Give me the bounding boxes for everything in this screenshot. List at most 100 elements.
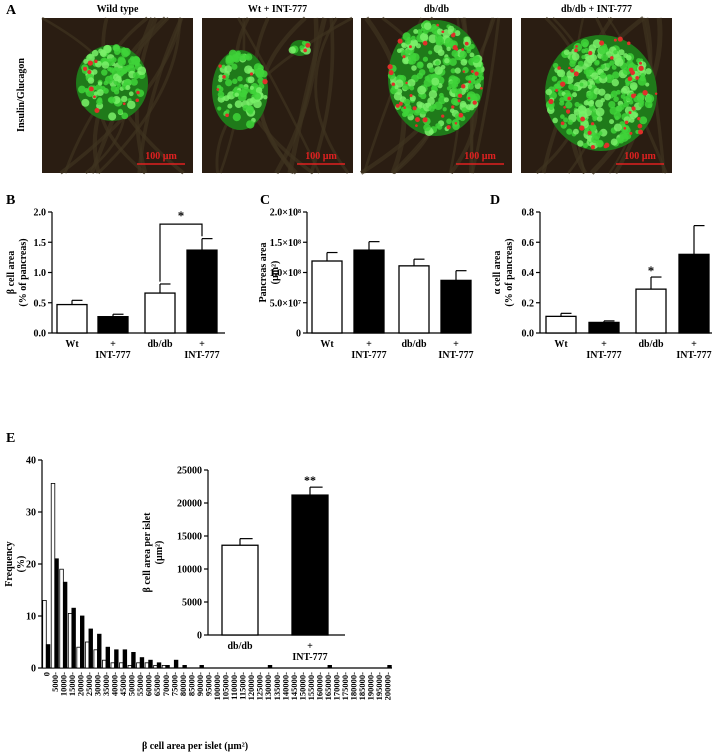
insulin-cell [434, 66, 443, 75]
insulin-cell [599, 72, 607, 79]
y-tick-label: 15000 [177, 532, 202, 543]
insulin-cell [626, 60, 634, 68]
y-tick-label: 5.0×10⁷ [270, 298, 301, 309]
glucagon-cell [415, 124, 418, 127]
histogram-bar [97, 633, 102, 669]
insulin-cell [108, 112, 117, 121]
histogram-bar [136, 662, 141, 669]
insulin-cell [87, 77, 95, 84]
x-axis-title: β cell area per islet (µm²) [142, 741, 248, 752]
insulin-cell [476, 78, 482, 84]
x-tick-label: 65000- [152, 672, 162, 696]
insulin-cell [428, 50, 433, 55]
insulin-cell [609, 60, 615, 66]
histogram-bar [84, 641, 90, 669]
glucagon-cell [446, 125, 450, 129]
insulin-cell [439, 92, 444, 98]
panel-label: E [6, 431, 15, 446]
panel-label: C [260, 193, 270, 208]
glucagon-cell [480, 86, 483, 90]
y-tick-label: 1.5×10⁸ [270, 238, 301, 249]
insulin-cell [618, 104, 625, 110]
x-tick-label: 25000- [84, 672, 94, 696]
tissue-fold [287, 17, 327, 174]
insulin-cell [614, 115, 620, 121]
insulin-cell [451, 97, 459, 106]
insulin-cell [108, 96, 116, 104]
insulin-cell [437, 49, 445, 57]
histogram-bar [119, 662, 124, 669]
insulin-cell [416, 29, 423, 35]
insulin-cell [394, 85, 399, 90]
insulin-cell [590, 125, 597, 132]
y-tick-label: 0 [31, 664, 36, 675]
glucagon-cell [637, 117, 641, 121]
insulin-cell [563, 117, 569, 123]
insulin-cell [427, 97, 435, 105]
insulin-cell [107, 66, 112, 72]
glucagon-cell [225, 113, 229, 118]
histogram-bar [267, 665, 273, 669]
insulin-cell [611, 65, 617, 70]
glucagon-cell [412, 106, 417, 111]
insulin-cell [622, 67, 631, 76]
insulin-cell [559, 100, 565, 106]
insulin-cell [299, 45, 305, 50]
glucagon-cell [136, 90, 140, 95]
y-tick-label: 2.0×10⁸ [270, 208, 301, 219]
histogram-bar [62, 581, 68, 669]
glucagon-cell [458, 112, 464, 118]
insulin-cell [598, 88, 606, 96]
y-tick-label: 10 [26, 612, 36, 623]
histogram-bar [327, 665, 332, 669]
glucagon-cell [557, 66, 561, 70]
x-tick-label: 95000- [203, 672, 213, 696]
histogram-bar [105, 646, 111, 669]
bar [635, 288, 667, 334]
x-tick-label: 110000- [229, 672, 239, 700]
insulin-cell [232, 113, 241, 122]
x-tick-label: db/db [147, 339, 172, 350]
insulin-cell [587, 84, 593, 90]
insulin-cell [86, 53, 95, 63]
glucagon-cell [395, 103, 400, 108]
insulin-cell [417, 85, 427, 95]
glucagon-cell [216, 88, 220, 91]
glucagon-cell [560, 81, 566, 87]
insulin-cell [613, 123, 622, 132]
x-tick-label: + INT-777 [586, 339, 621, 361]
insulin-cell [613, 50, 618, 55]
y-tick-label: 2.0 [34, 208, 47, 219]
insulin-cell [246, 120, 255, 129]
y-axis-title: α cell area(% of pancreas) [492, 238, 515, 306]
insulin-cell [97, 97, 103, 103]
glucagon-cell [461, 48, 464, 51]
glucagon-cell [436, 23, 439, 27]
insulin-cell [645, 94, 655, 103]
bar [398, 265, 430, 334]
insulin-cell [225, 79, 233, 87]
x-tick-label: 70000- [161, 672, 171, 696]
glucagon-cell [630, 93, 636, 99]
insulin-cell [460, 59, 468, 66]
insulin-cell [134, 60, 140, 67]
insulin-cell [443, 97, 449, 103]
insulin-cell [423, 78, 432, 87]
glucagon-cell [441, 114, 445, 118]
histogram-bar [199, 665, 204, 669]
glucagon-cell [575, 45, 578, 48]
glucagon-cell [548, 98, 554, 105]
x-tick-label: 75000- [169, 672, 179, 696]
histogram-bar [182, 665, 187, 669]
insulin-cell [396, 48, 402, 54]
glucagon-cell [457, 93, 463, 98]
glucagon-cell [563, 105, 566, 109]
glucagon-cell [94, 59, 98, 64]
histogram-bar [102, 659, 107, 669]
histogram-bar [387, 665, 392, 669]
insulin-cell [598, 131, 603, 136]
glucagon-cell [94, 107, 100, 113]
glucagon-cell [387, 64, 393, 70]
insulin-cell [428, 90, 438, 99]
